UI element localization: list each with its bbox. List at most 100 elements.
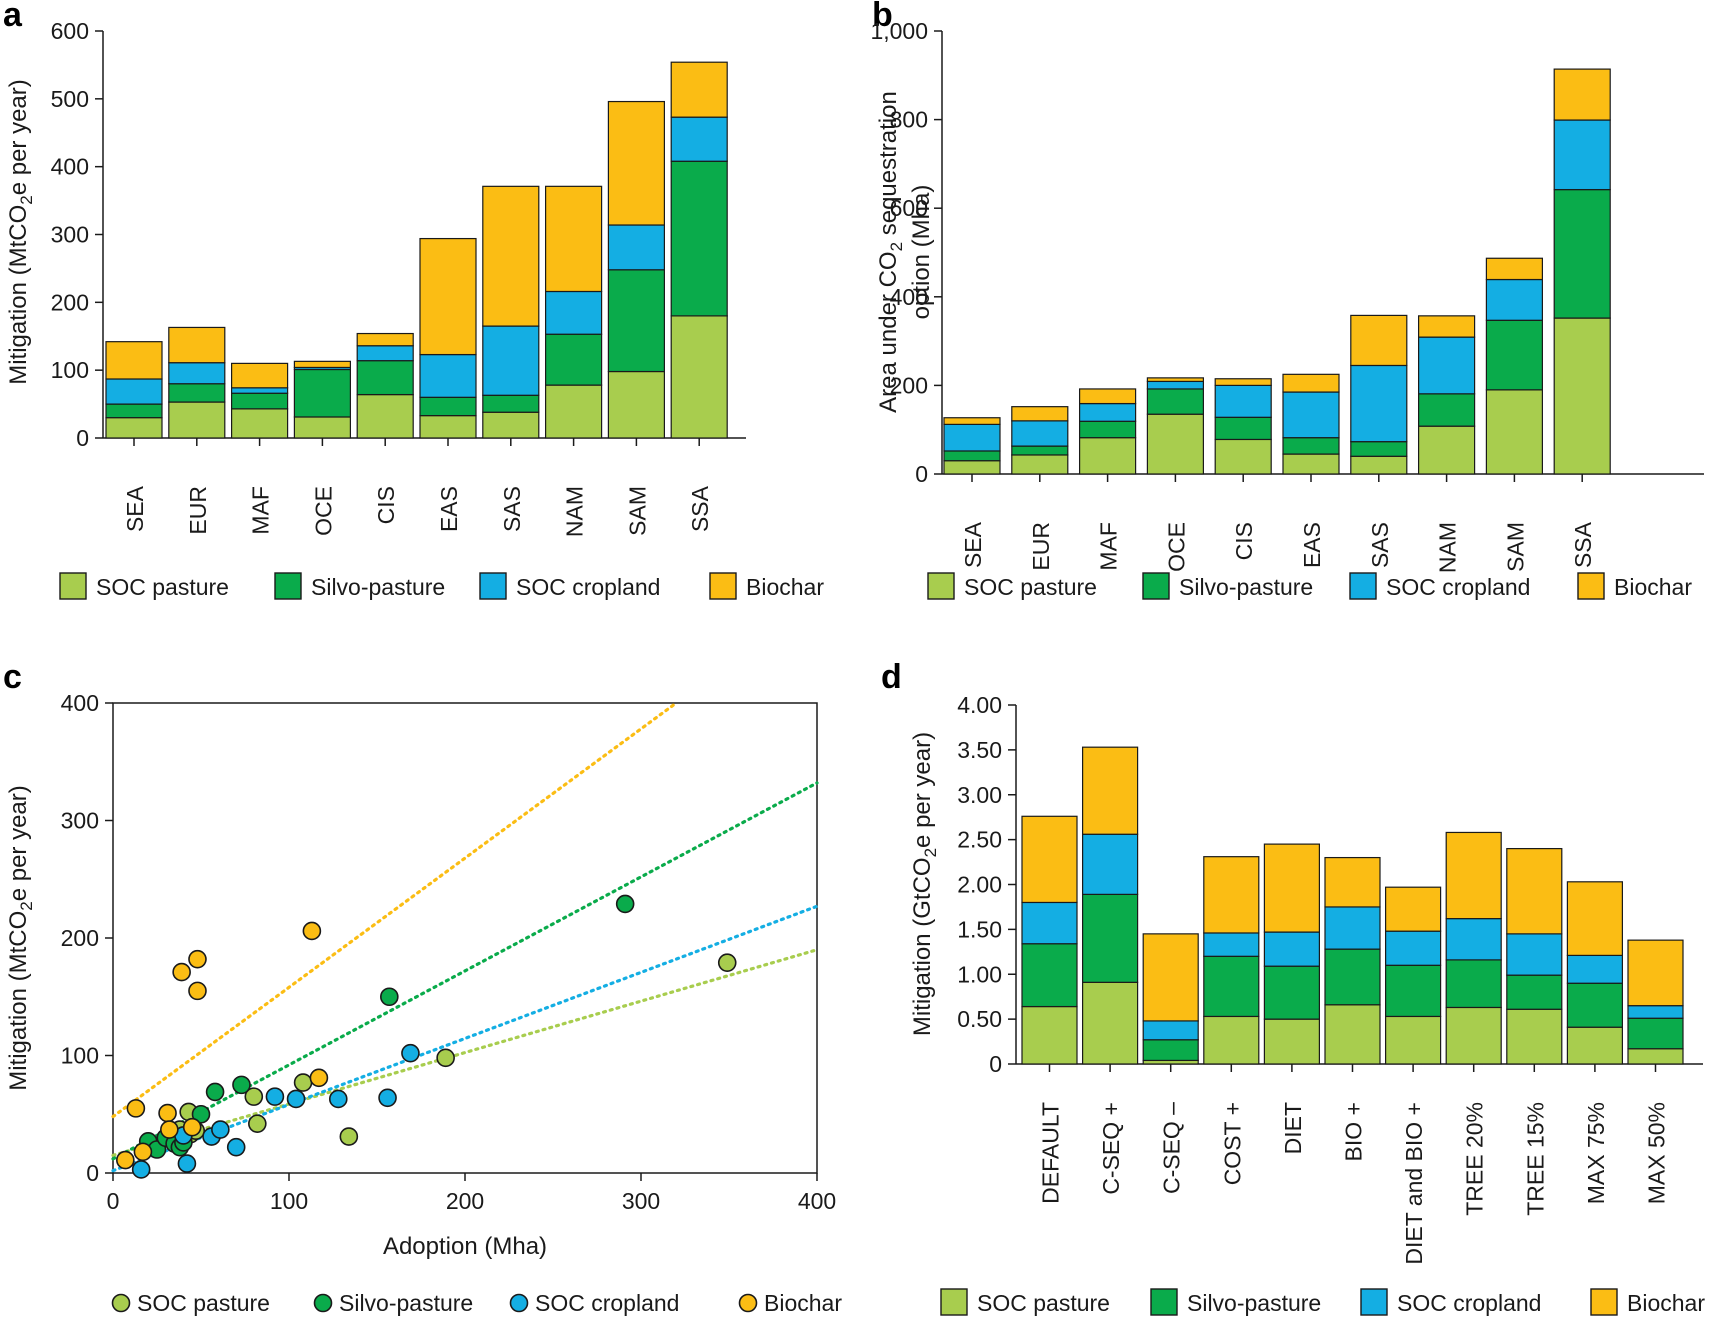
bar-ssa-soc-cropland <box>670 116 728 162</box>
bar-default-soc-cropland <box>1021 901 1078 945</box>
legend-c: SOC pasture Silvo-pasture SOC cropland Bioc… <box>111 1290 842 1316</box>
y-tick-label: 400 <box>51 154 89 180</box>
bar-sam-biochar <box>1485 257 1544 281</box>
bar-diet-soc-pasture <box>1263 1018 1321 1065</box>
bar-group-sea <box>105 341 163 439</box>
bar-c-seq-soc-pasture <box>1081 981 1139 1065</box>
bar-sam-soc-cropland <box>1485 278 1544 321</box>
x-tick-label-tree-20: TREE 20% <box>1462 1102 1488 1216</box>
y-axis-label: Mitigation (MtCO2e per year) <box>5 79 36 385</box>
legend-label-soc-cropland: SOC cropland <box>516 574 660 600</box>
bar-tree-15-soc-pasture <box>1506 1008 1563 1065</box>
bar-ssa-silvo-pasture <box>1553 188 1611 319</box>
point-biochar <box>116 1150 135 1170</box>
bar-sas-soc-cropland <box>1350 364 1408 443</box>
bar-oce-silvo-pasture <box>293 368 351 418</box>
x-tick-label-ssa: SSA <box>1570 521 1596 568</box>
y-tick-label: 0 <box>86 1160 99 1186</box>
bar-eur-soc-pasture <box>1011 454 1069 475</box>
bar-cis-soc-pasture <box>356 393 414 439</box>
x-tick-label-oce: OCE <box>1163 522 1189 572</box>
bar-eas-soc-pasture <box>1282 453 1340 475</box>
y-tick-label: 2.50 <box>957 827 1002 853</box>
bar-tree-15-biochar <box>1506 847 1563 935</box>
bar-group-cost <box>1203 856 1260 1065</box>
point-silvo-pasture <box>615 894 635 914</box>
bar-tree-15-silvo-pasture <box>1506 974 1563 1010</box>
point-silvo-pasture <box>380 987 399 1007</box>
bar-group-bio <box>1324 856 1381 1065</box>
bar-eur-soc-cropland <box>168 362 226 385</box>
series-biochar <box>116 921 329 1170</box>
point-silvo-pasture <box>205 1082 225 1102</box>
x-tick-label-eur: EUR <box>1028 522 1054 571</box>
legend-swatch-silvo-pasture <box>1150 1288 1178 1316</box>
y-tick-label: 800 <box>890 107 928 133</box>
legend-swatch-soc-pasture <box>59 572 87 600</box>
legend-label-silvo-pasture: Silvo-pasture <box>339 1290 473 1316</box>
bar-default-silvo-pasture <box>1021 943 1078 1008</box>
y-tick-label: 400 <box>61 690 99 716</box>
trend-line-soc-cropland <box>111 904 819 1173</box>
legend-swatch-biochar <box>709 572 737 600</box>
y-tick-label: 200 <box>890 372 928 398</box>
bar-diet-and-bio-soc-cropland <box>1384 930 1442 966</box>
bar-group-diet <box>1263 843 1321 1065</box>
trend-line-soc-pasture <box>111 948 819 1157</box>
y-axis-label-tail: e per year) <box>5 785 32 901</box>
bar-tree-20-soc-cropland <box>1445 918 1502 961</box>
x-tick-label-sas: SAS <box>499 486 525 532</box>
point-soc-pasture <box>717 953 737 972</box>
x-tick-label-tree-15: TREE 15% <box>1522 1102 1548 1216</box>
point-biochar <box>188 949 207 969</box>
bar-diet-soc-cropland <box>1263 931 1321 967</box>
y-axis-label-tail: e per year) <box>909 732 936 848</box>
x-tick-label-sam: SAM <box>1502 522 1528 572</box>
x-tick-label: 300 <box>622 1188 660 1214</box>
x-tick-label-sea: SEA <box>122 485 148 532</box>
bar-maf-biochar <box>231 362 289 389</box>
bar-maf-soc-cropland <box>231 387 289 394</box>
legend-label-soc-cropland: SOC cropland <box>1397 1290 1541 1316</box>
bar-max-75-silvo-pasture <box>1566 982 1624 1028</box>
bar-group-maf <box>1078 388 1137 475</box>
y-tick-label: 4.00 <box>957 692 1002 718</box>
bar-group-cis <box>356 332 414 439</box>
y-axis-label-tail: e per year) <box>5 79 32 195</box>
bar-sam-soc-pasture <box>1485 389 1544 475</box>
bar-eur-biochar <box>168 326 226 364</box>
bar-group-ssa <box>670 61 728 439</box>
legend-label-soc-pasture: SOC pasture <box>964 574 1097 600</box>
x-tick-label-c-seq: C-SEQ – <box>1159 1102 1185 1194</box>
x-tick-label-cis: CIS <box>1231 522 1257 560</box>
bar-ssa-soc-pasture <box>670 315 728 439</box>
y-tick-label: 0 <box>915 461 928 487</box>
legend-swatch-silvo-pasture <box>274 572 302 600</box>
bar-oce-soc-cropland <box>1146 380 1205 390</box>
bar-nam-biochar <box>544 185 603 293</box>
x-tick-label-diet-and-bio: DIET and BIO + <box>1401 1102 1427 1265</box>
bar-group-cis <box>1214 378 1272 475</box>
bar-tree-20-silvo-pasture <box>1445 959 1502 1009</box>
series-silvo-pasture <box>138 894 635 1159</box>
bar-bio-biochar <box>1324 856 1381 908</box>
bar-group-sam <box>607 100 666 439</box>
x-tick-label-cis: CIS <box>373 486 399 524</box>
bar-group-nam <box>1417 315 1476 475</box>
bar-group-eas <box>419 237 477 439</box>
bar-c-seq-soc-cropland <box>1081 833 1139 895</box>
bar-cis-biochar <box>356 332 414 347</box>
bar-bio-silvo-pasture <box>1324 948 1381 1006</box>
point-biochar <box>126 1099 146 1118</box>
bar-cost-soc-cropland <box>1203 932 1260 957</box>
legend-label-biochar: Biochar <box>1614 574 1692 600</box>
bar-max-75-biochar <box>1566 881 1624 957</box>
bar-default-soc-pasture <box>1021 1005 1078 1065</box>
x-tick-label-eas: EAS <box>436 486 462 532</box>
bar-sea-soc-pasture <box>105 417 163 439</box>
bar-nam-soc-cropland <box>544 290 603 335</box>
y-tick-label: 600 <box>890 195 928 221</box>
bar-group-eur <box>1011 406 1069 475</box>
bar-eas-soc-cropland <box>419 353 477 398</box>
bar-sea-soc-pasture <box>943 460 1001 475</box>
